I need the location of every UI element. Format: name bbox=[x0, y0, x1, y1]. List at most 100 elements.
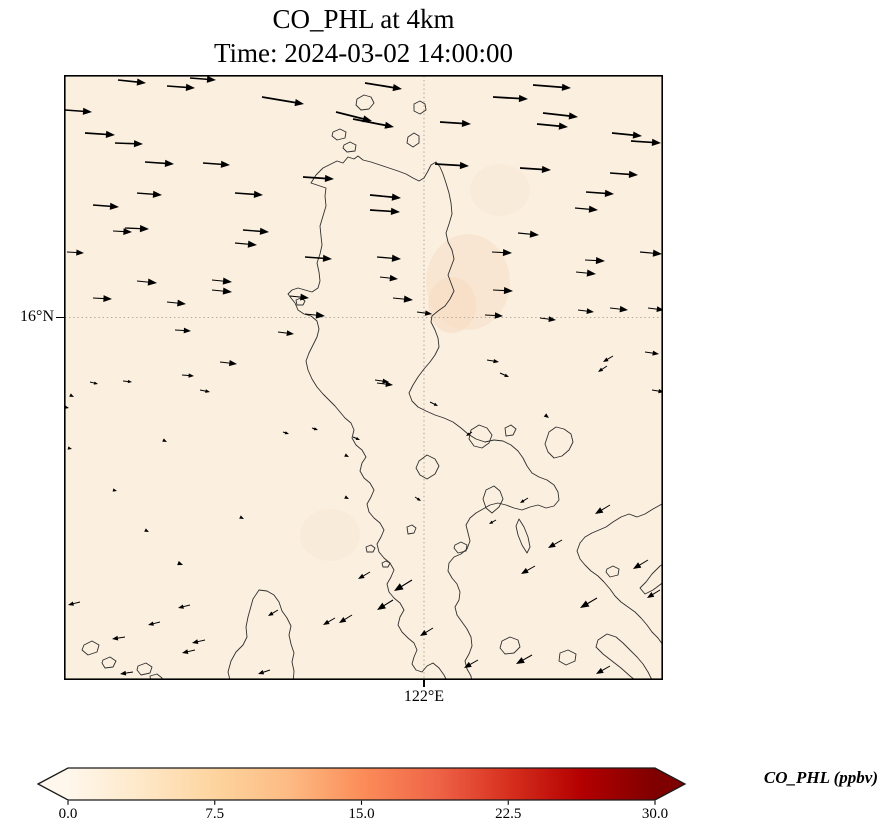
colorbar-tick-labels: 0.0 7.5 15.0 22.5 30.0 bbox=[0, 806, 885, 826]
quiver-arrow bbox=[122, 379, 132, 384]
quiver-arrow bbox=[364, 82, 402, 92]
quiver-arrow bbox=[542, 112, 578, 120]
quiver-arrow bbox=[543, 413, 549, 418]
quiver-arrow bbox=[491, 248, 512, 257]
quiver-arrow bbox=[181, 373, 194, 378]
title-block: CO_PHL at 4km Time: 2024-03-02 14:00:00 bbox=[64, 2, 663, 70]
coastline-path bbox=[136, 662, 153, 676]
lat-tick bbox=[56, 316, 64, 319]
quiver-arrow bbox=[144, 159, 174, 167]
coastline-path bbox=[227, 589, 295, 680]
quiver-arrow bbox=[239, 515, 244, 519]
quiver-arrow bbox=[392, 295, 413, 303]
quiver-arrow bbox=[136, 278, 157, 286]
quiver-arrow bbox=[178, 604, 191, 609]
quiver-arrow bbox=[344, 453, 349, 457]
coastline-path bbox=[558, 649, 577, 666]
quiver-arrow bbox=[521, 565, 536, 574]
quiver-arrow bbox=[429, 401, 438, 406]
quiver-arrow bbox=[282, 431, 289, 435]
quiver-arrow bbox=[64, 107, 92, 115]
quiver-arrow bbox=[486, 358, 499, 364]
coastline-path bbox=[342, 141, 357, 153]
colorbar-tick-label: 30.0 bbox=[641, 806, 669, 822]
quiver-arrow bbox=[112, 228, 132, 235]
quiver-arrow bbox=[304, 254, 332, 262]
quiver-arrow bbox=[414, 496, 421, 501]
quiver-arrow bbox=[519, 165, 551, 174]
quiver-arrow bbox=[304, 311, 325, 319]
quiver-arrow bbox=[258, 669, 271, 675]
quiver-arrow bbox=[67, 446, 72, 450]
quiver-arrow bbox=[520, 497, 529, 503]
quiver-arrow bbox=[189, 75, 216, 83]
quiver-arrow bbox=[177, 560, 183, 566]
quiver-arrow bbox=[394, 579, 413, 591]
coastline-path bbox=[468, 424, 493, 449]
quiver-arrow bbox=[585, 189, 614, 197]
quiver-arrow bbox=[574, 205, 598, 213]
quiver-arrow bbox=[234, 190, 263, 198]
quiver-arrow bbox=[647, 589, 661, 598]
coastline-path bbox=[482, 485, 504, 514]
quiver-arrow bbox=[166, 299, 186, 307]
quiver-arrow bbox=[484, 312, 503, 319]
quiver-arrow bbox=[182, 649, 196, 654]
quiver-arrow bbox=[358, 571, 371, 579]
quiver-arrow bbox=[211, 287, 232, 295]
coastline-path bbox=[415, 454, 440, 480]
quiver-arrow bbox=[577, 308, 594, 314]
quiver-arrow bbox=[598, 365, 608, 372]
quiver-arrow bbox=[539, 316, 556, 322]
lon-tick bbox=[423, 680, 425, 687]
colorbar-tick-label: 22.5 bbox=[495, 806, 522, 822]
map-background bbox=[64, 75, 663, 680]
quiver-arrow bbox=[92, 295, 112, 302]
coastline-path bbox=[101, 656, 117, 669]
quiver-arrow bbox=[344, 495, 349, 499]
coastline-path bbox=[331, 128, 347, 141]
quiver-arrow bbox=[609, 170, 638, 178]
quiver-arrow bbox=[234, 240, 257, 248]
quiver-arrow bbox=[117, 78, 146, 86]
quiver-arrow bbox=[352, 118, 394, 129]
quiver-arrow bbox=[352, 436, 360, 440]
coastline-path bbox=[365, 544, 376, 553]
quiver-arrow bbox=[584, 256, 605, 265]
coastline-path bbox=[406, 132, 420, 148]
quiver-arrow bbox=[66, 249, 84, 256]
quiver-arrow bbox=[492, 286, 513, 295]
quiver-arrow bbox=[302, 174, 334, 183]
co-tint-patch bbox=[300, 509, 360, 561]
colorbar bbox=[30, 762, 695, 807]
coastline-path bbox=[355, 94, 375, 111]
quiver-arrow bbox=[439, 119, 471, 128]
coastline-path bbox=[576, 503, 663, 646]
quiver-arrow bbox=[517, 230, 539, 238]
map-plot bbox=[64, 75, 663, 680]
quiver-arrow bbox=[420, 627, 434, 636]
lat-tick-label: 16°N bbox=[20, 308, 54, 325]
quiver-arrow bbox=[268, 609, 279, 616]
quiver-arrow bbox=[596, 665, 611, 674]
quiver-arrow bbox=[633, 559, 649, 569]
quiver-arrow bbox=[532, 83, 571, 91]
quiver-arrow bbox=[630, 138, 661, 146]
map-border bbox=[64, 75, 663, 680]
quiver-arrow bbox=[136, 190, 162, 198]
quiver-arrow bbox=[84, 130, 115, 138]
coastline-path bbox=[639, 563, 663, 595]
quiver-arrow bbox=[379, 274, 398, 282]
quiver-arrow bbox=[580, 597, 598, 608]
coastline-path bbox=[504, 424, 517, 437]
quiver-arrow bbox=[68, 601, 81, 606]
quiver-arrow bbox=[609, 305, 628, 313]
quiver-arrow bbox=[144, 528, 149, 532]
quiver-arrow bbox=[69, 393, 74, 397]
coastline-path bbox=[413, 100, 427, 115]
coastline-path bbox=[499, 636, 521, 655]
colorbar-canvas bbox=[36, 767, 687, 805]
coastline-path bbox=[149, 673, 163, 680]
coastline-path bbox=[515, 518, 531, 554]
